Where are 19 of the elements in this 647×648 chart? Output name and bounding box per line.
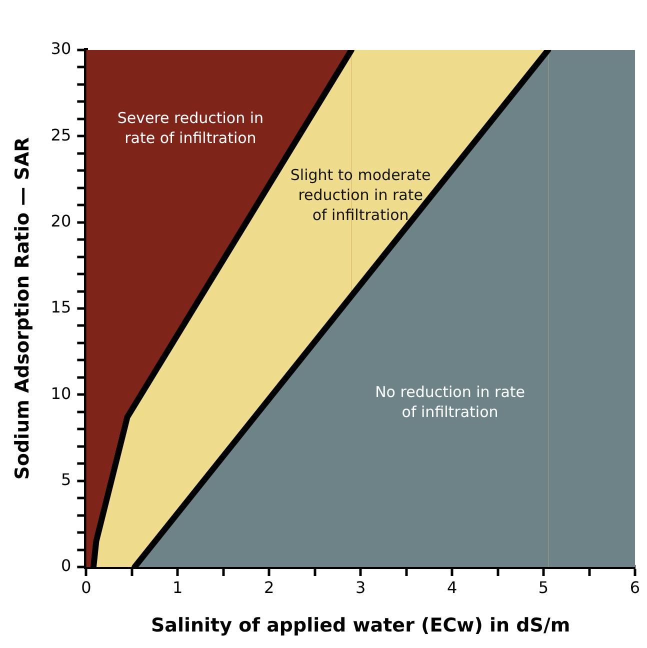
y-tick-label: 5	[60, 470, 72, 489]
x-axis-title: Salinity of applied water (ECw) in dS/m	[150, 614, 570, 637]
y-tick-label: 25	[50, 125, 72, 144]
y-axis-title: Sodium Adsorption Ratio — SAR	[11, 136, 34, 480]
x-tick-label: 0	[81, 578, 92, 597]
annotation: No reduction in rate of infiltration	[375, 383, 525, 421]
y-tick-label: 20	[50, 211, 72, 230]
annotation: Severe reduction in rate of infiltration	[117, 108, 264, 147]
annotation: Slight to moderate reduction in rate of infiltration	[290, 166, 431, 224]
x-tick-label: 4	[446, 578, 458, 597]
y-tick-label: 15	[50, 298, 72, 317]
x-tick-label: 5	[538, 578, 549, 597]
x-tick-label: 3	[355, 578, 366, 597]
x-tick-label: 6	[630, 578, 640, 597]
x-tick-label: 2	[264, 578, 274, 597]
y-tick-label: 10	[50, 384, 72, 403]
x-tick-label: 1	[172, 578, 183, 597]
y-tick-label: 30	[50, 39, 72, 58]
y-tick-label: 0	[60, 556, 72, 576]
